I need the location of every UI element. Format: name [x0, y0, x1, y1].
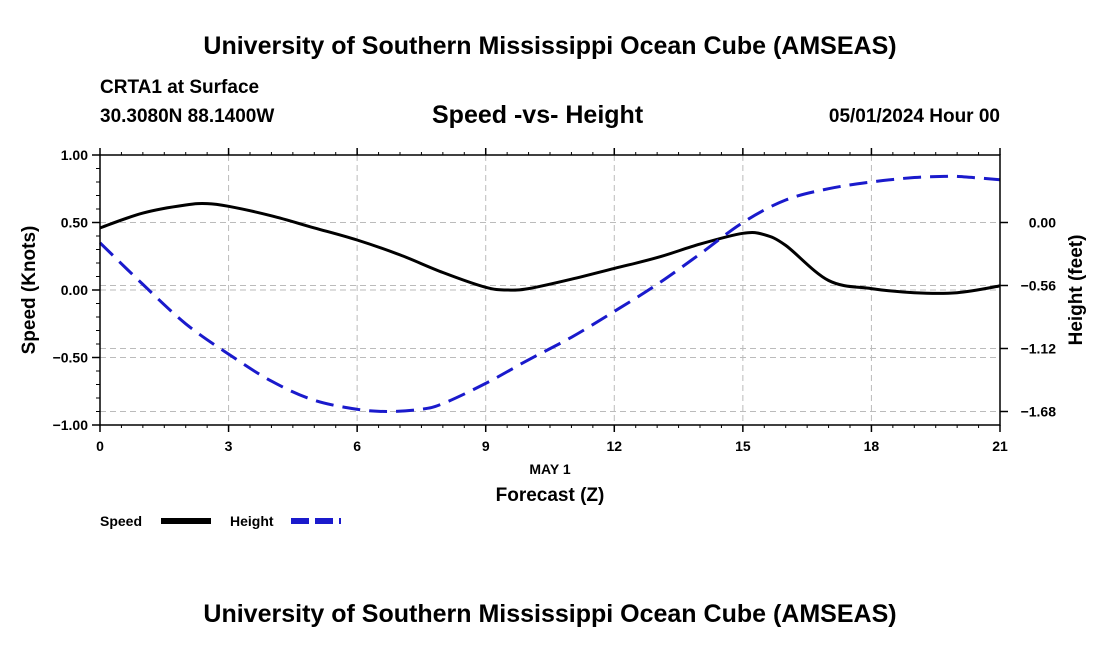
- y-right-tick-label: −1.12: [1021, 341, 1057, 357]
- y-left-tick-label: 1.00: [61, 147, 88, 163]
- y-right-axis-title: Height (feet): [1066, 235, 1087, 346]
- series-line-height: [98, 174, 1001, 413]
- series-line-speed: [99, 202, 1001, 295]
- y-left-tick-label: −0.50: [53, 350, 89, 366]
- x-tick-label: 0: [96, 438, 104, 454]
- page-title: University of Southern Mississippi Ocean…: [203, 32, 897, 60]
- chart-subtitle: Speed -vs- Height: [432, 101, 644, 129]
- legend-label-speed: Speed: [100, 513, 142, 529]
- y-left-axis-title: Speed (Knots): [19, 226, 40, 355]
- x-tick-label: 9: [482, 438, 490, 454]
- datetime-label: 05/01/2024 Hour 00: [828, 106, 1000, 127]
- y-right-tick-label: 0.00: [1029, 215, 1056, 231]
- y-left-tick-label: 0.50: [61, 215, 88, 231]
- x-tick-label: 3: [225, 438, 233, 454]
- y-left-tick-label: −1.00: [53, 417, 89, 433]
- y-right-tick-label: −0.56: [1021, 278, 1057, 294]
- legend-label-height: Height: [230, 513, 274, 529]
- x-tick-label: 6: [353, 438, 361, 454]
- y-right-tick-label: −1.68: [1021, 404, 1057, 420]
- x-tick-label: 21: [992, 438, 1008, 454]
- x-tick-label: 15: [735, 438, 751, 454]
- x-tick-label: 12: [606, 438, 622, 454]
- station-label: CRTA1 at Surface: [100, 77, 260, 98]
- x-tick-label: 18: [864, 438, 880, 454]
- footer-title: University of Southern Mississippi Ocean…: [203, 600, 897, 628]
- grid-lines: [100, 155, 1000, 425]
- coordinates-label: 30.3080N 88.1400W: [100, 106, 275, 127]
- date-label: MAY 1: [529, 461, 570, 477]
- x-axis-title: Forecast (Z): [496, 485, 605, 506]
- y-left-tick-label: 0.00: [61, 282, 88, 298]
